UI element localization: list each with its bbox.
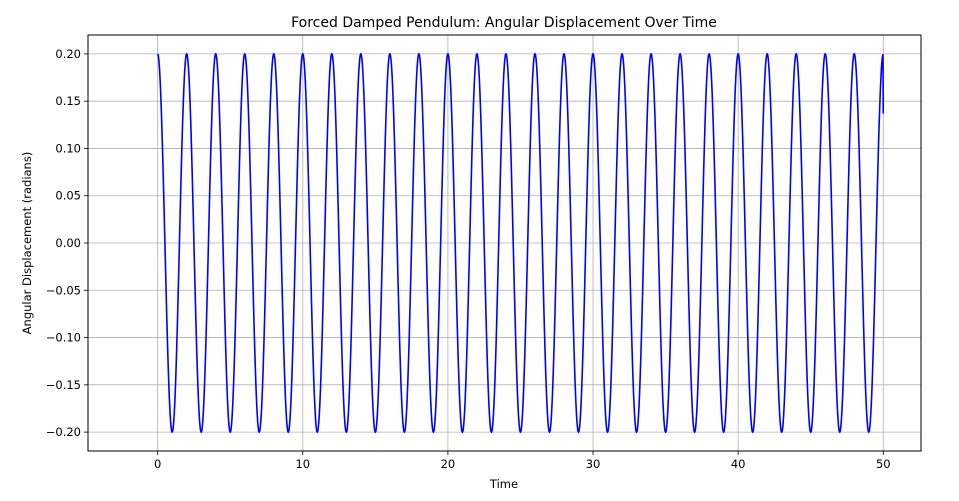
chart-title: Forced Damped Pendulum: Angular Displace… [291, 15, 717, 31]
y-tick-label: 0.20 [55, 47, 81, 61]
plot-area [157, 52, 885, 434]
x-tick-label: 30 [586, 457, 601, 471]
x-axis-ticks: 0 10 20 30 40 50 [154, 451, 891, 471]
x-tick-label: 20 [441, 457, 456, 471]
y-tick-label: −0.10 [46, 331, 81, 345]
x-tick-label: 0 [154, 457, 161, 471]
x-tick-label: 50 [876, 457, 891, 471]
y-tick-label: 0.15 [55, 94, 81, 108]
y-tick-label: 0.00 [55, 236, 81, 250]
x-axis-label: Time [489, 477, 518, 491]
y-tick-label: 0.10 [55, 141, 81, 155]
y-tick-label: −0.05 [46, 283, 81, 297]
x-tick-label: 40 [731, 457, 746, 471]
series-line-angular-displacement [157, 52, 885, 434]
y-axis-ticks: −0.20 −0.15 −0.10 −0.05 0.00 0.05 0.10 0.15 0.20 [46, 47, 88, 439]
y-tick-label: −0.15 [46, 378, 81, 392]
x-tick-label: 10 [295, 457, 310, 471]
y-axis-label: Angular Displacement (radians) [20, 152, 34, 335]
y-tick-label: −0.20 [46, 425, 81, 439]
y-tick-label: 0.05 [55, 189, 81, 203]
